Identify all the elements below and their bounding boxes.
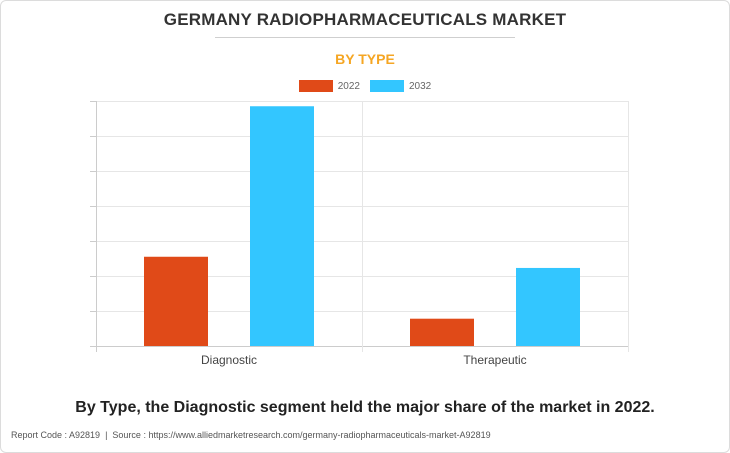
report-source: Source : https://www.alliedmarketresearc…: [112, 430, 491, 440]
chart-title: GERMANY RADIOPHARMACEUTICALS MARKET: [163, 10, 567, 29]
x-tick-label: Therapeutic: [463, 353, 526, 367]
report-code: Report Code : A92819: [11, 430, 101, 440]
chart-subtitle: BY TYPE: [335, 51, 395, 67]
legend-item-2032[interactable]: 2032: [370, 80, 431, 92]
footer-separator: |: [105, 430, 108, 440]
legend-label-2032: 2032: [409, 80, 432, 92]
report-footer: Report Code : A92819 | Source : https://ww…: [11, 430, 491, 440]
bar-layer: [144, 106, 580, 346]
bar-2022-therapeutic: [410, 318, 474, 346]
legend-item-2022[interactable]: 2022: [298, 80, 360, 92]
chart-legend: 2022 2032: [0, 80, 730, 92]
legend-label-2022: 2022: [337, 80, 360, 92]
label-layer: Diagnostic Therapeutic: [201, 353, 527, 367]
bar-2032-therapeutic: [516, 267, 580, 346]
x-tick-label: Diagnostic: [201, 353, 257, 367]
bar-2022-diagnostic: [144, 256, 208, 346]
chart-caption: By Type, the Diagnostic segment held the…: [75, 399, 655, 416]
title-divider: [215, 37, 515, 38]
legend-swatch-2022: [298, 80, 333, 92]
bar-2032-diagnostic: [250, 106, 314, 346]
legend-swatch-2032: [370, 80, 404, 92]
